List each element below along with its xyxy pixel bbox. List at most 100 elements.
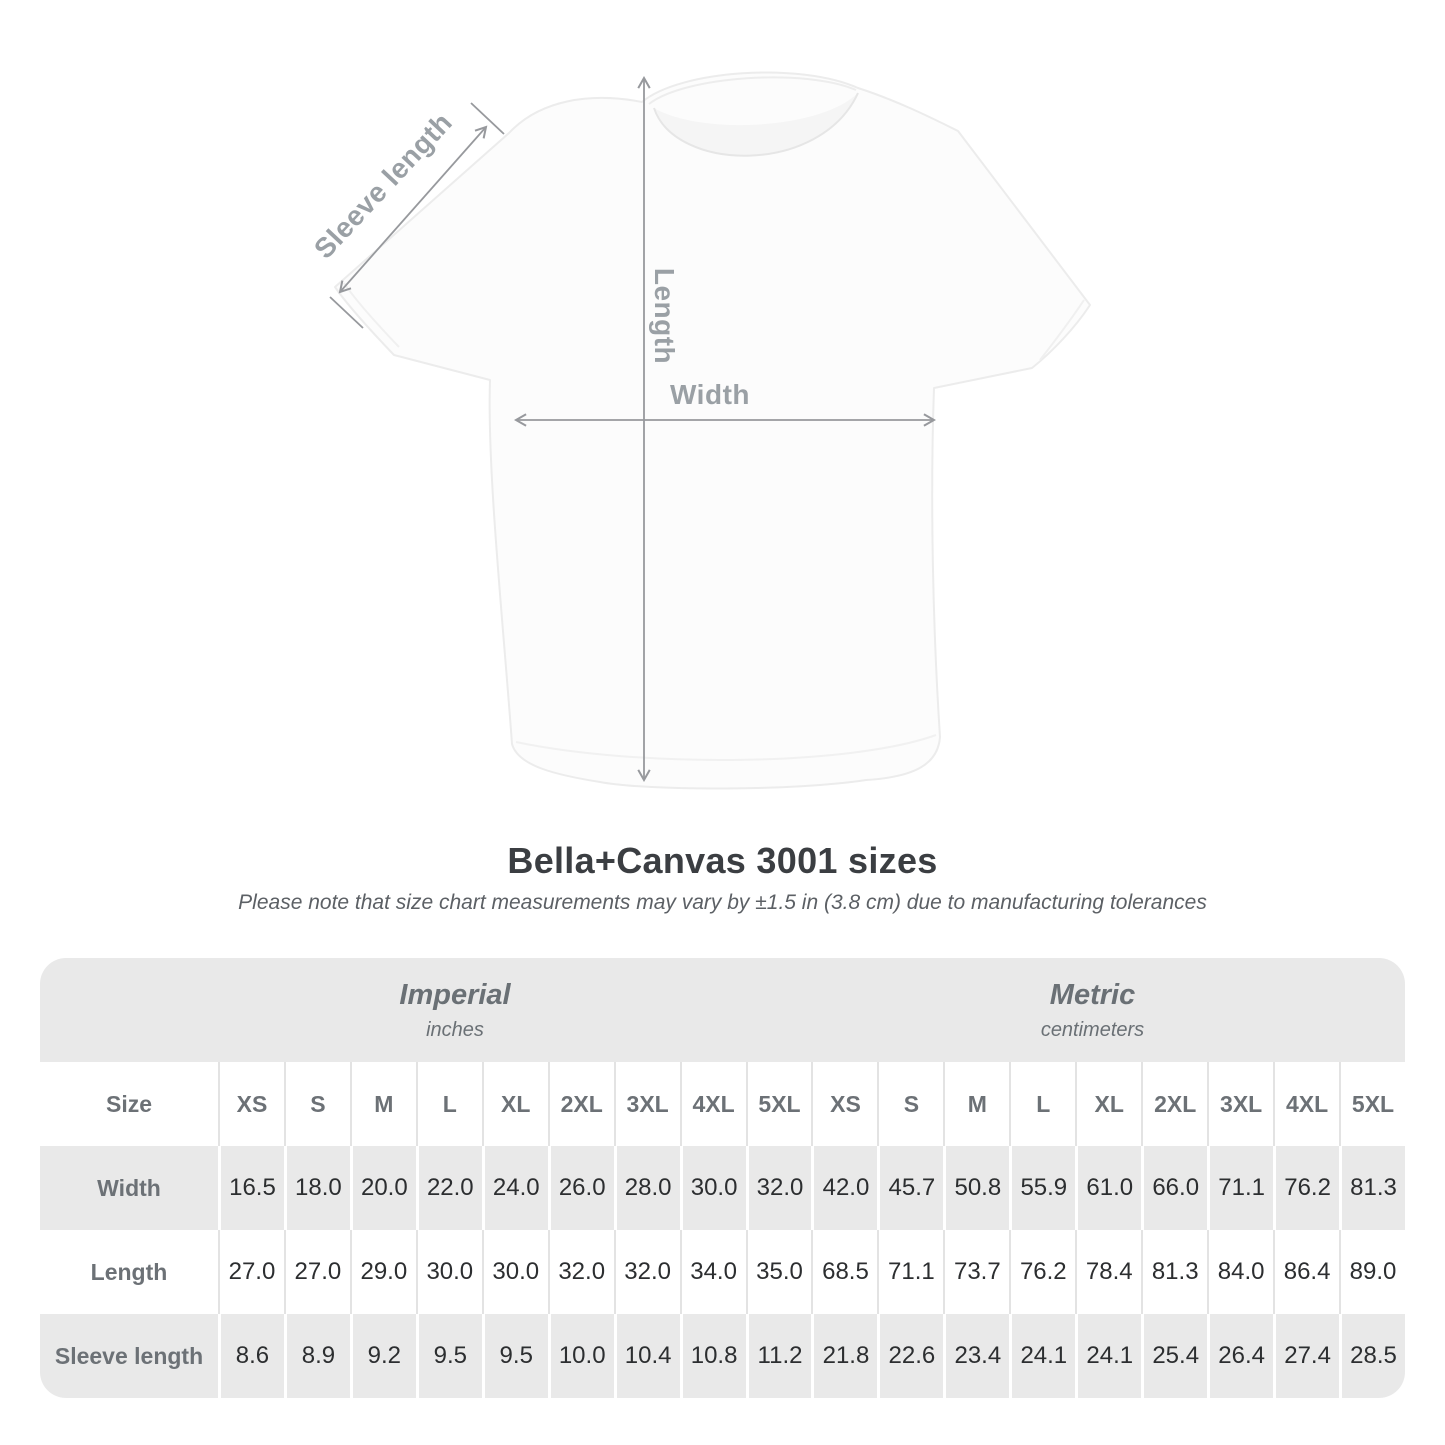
sleeve-length-metric-5xl: 28.5: [1339, 1314, 1405, 1398]
imperial-title: Imperial: [399, 978, 511, 1011]
length-metric-3xl: 84.0: [1207, 1230, 1273, 1314]
collar-rib-line: [648, 76, 857, 105]
sleeve-length-metric-4xl: 27.4: [1273, 1314, 1339, 1398]
tshirt-illustration: [334, 71, 1091, 790]
size-header-metric-xs: XS: [811, 1062, 877, 1146]
sleeve-length-metric-l: 24.1: [1009, 1314, 1075, 1398]
size-header-imperial-m: M: [349, 1062, 416, 1146]
sleeve-length-metric-m: 23.4: [943, 1314, 1009, 1398]
size-header-metric-4xl: 4XL: [1273, 1062, 1339, 1146]
width-metric-5xl: 81.3: [1339, 1146, 1405, 1230]
length-imperial-4xl: 34.0: [679, 1230, 746, 1314]
size-header-metric-3xl: 3XL: [1207, 1062, 1273, 1146]
sleeve-length-imperial-l: 9.5: [415, 1314, 482, 1398]
width-metric-3xl: 71.1: [1207, 1146, 1273, 1230]
sleeve-length-metric-2xl: 25.4: [1141, 1314, 1207, 1398]
size-header-metric-m: M: [943, 1062, 1009, 1146]
width-imperial-5xl: 32.0: [745, 1146, 812, 1230]
sleeve-arrow: [338, 125, 488, 294]
size-corner-label: Size: [105, 1090, 153, 1117]
unit-header-band: Imperial inches Metric centimeters: [40, 958, 1405, 1062]
length-imperial-2xl: 32.0: [547, 1230, 614, 1314]
page-title: Bella+Canvas 3001 sizes: [507, 840, 938, 881]
sleeve-length-imperial-xl: 9.5: [481, 1314, 548, 1398]
size-header-imperial-xs: XS: [218, 1062, 284, 1146]
length-metric-l: 76.2: [1009, 1230, 1075, 1314]
sleeve-length-imperial-xs: 8.6: [218, 1314, 284, 1398]
size-header-metric-5xl: 5XL: [1339, 1062, 1405, 1146]
size-header-imperial-xl: XL: [481, 1062, 548, 1146]
width-metric-l: 55.9: [1009, 1146, 1075, 1230]
sleeve-length-metric-xs: 21.8: [811, 1314, 877, 1398]
length-imperial-s: 27.0: [283, 1230, 350, 1314]
width-imperial-m: 20.0: [349, 1146, 416, 1230]
length-metric-xs: 68.5: [811, 1230, 877, 1314]
width-imperial-l: 22.0: [415, 1146, 482, 1230]
size-header-imperial-l: L: [415, 1062, 482, 1146]
sleeve-length-metric-s: 22.6: [877, 1314, 943, 1398]
row-label-width: Width: [97, 1174, 161, 1201]
width-imperial-xs: 16.5: [218, 1146, 284, 1230]
measurement-rows: Width 16.5 18.0 20.0 22.0 24.0 26.0 28.0 30.0 32.…: [40, 1146, 1405, 1398]
size-header-row: Size XS S M L XL 2XL 3XL 4XL 5XL XS S M L XL 2XL 3XL 4XL 5…: [40, 1062, 1405, 1146]
width-metric-xs: 42.0: [811, 1146, 877, 1230]
imperial-header: Imperial inches: [40, 958, 810, 1062]
length-imperial-xl: 30.0: [481, 1230, 548, 1314]
width-metric-m: 50.8: [943, 1146, 1009, 1230]
collar-inner-rim: [653, 92, 859, 157]
width-imperial-4xl: 30.0: [679, 1146, 746, 1230]
size-header-metric-l: L: [1009, 1062, 1075, 1146]
metric-header: Metric centimeters: [810, 958, 1405, 1062]
width-imperial-3xl: 28.0: [613, 1146, 680, 1230]
size-header-imperial-3xl: 3XL: [613, 1062, 680, 1146]
size-header-imperial-5xl: 5XL: [745, 1062, 812, 1146]
length-metric-m: 73.7: [943, 1230, 1009, 1314]
length-imperial-3xl: 32.0: [613, 1230, 680, 1314]
row-label-length: Length: [90, 1258, 168, 1285]
size-table: Imperial inches Metric centimeters Size X…: [40, 958, 1405, 1398]
size-header-metric-xl: XL: [1075, 1062, 1141, 1146]
width-imperial-s: 18.0: [283, 1146, 350, 1230]
right-sleeve-hem: [1039, 299, 1085, 361]
sleeve-arrow-tick-top: [470, 102, 505, 135]
length-metric-5xl: 89.0: [1339, 1230, 1405, 1314]
tshirt-body: [334, 71, 1091, 790]
sleeve-length-imperial-3xl: 10.4: [613, 1314, 680, 1398]
row-label-sleeve-length: Sleeve length: [54, 1342, 204, 1369]
collar-opening: [654, 93, 858, 156]
width-metric-4xl: 76.2: [1273, 1146, 1339, 1230]
width-metric-xl: 61.0: [1075, 1146, 1141, 1230]
metric-title: Metric: [1049, 978, 1136, 1011]
length-metric-xl: 78.4: [1075, 1230, 1141, 1314]
length-imperial-xs: 27.0: [218, 1230, 284, 1314]
width-metric-2xl: 66.0: [1141, 1146, 1207, 1230]
length-imperial-5xl: 35.0: [745, 1230, 812, 1314]
width-imperial-xl: 24.0: [481, 1146, 548, 1230]
sleeve-length-metric-xl: 24.1: [1075, 1314, 1141, 1398]
metric-unit: centimeters: [1040, 1018, 1145, 1041]
imperial-unit: inches: [426, 1018, 484, 1041]
sleeve-length-imperial-s: 8.9: [283, 1314, 350, 1398]
sleeve-length-metric-3xl: 26.4: [1207, 1314, 1273, 1398]
dimension-arrows: [329, 75, 937, 783]
sleeve-length-imperial-m: 9.2: [349, 1314, 416, 1398]
width-label: Width: [670, 379, 750, 410]
bottom-hem-stitch: [515, 734, 937, 761]
measurement-row-length: Length 27.0 27.0 29.0 30.0 30.0 32.0 32.0 34.0 35…: [40, 1230, 1405, 1314]
length-imperial-l: 30.0: [415, 1230, 482, 1314]
size-header-metric-2xl: 2XL: [1141, 1062, 1207, 1146]
length-imperial-m: 29.0: [349, 1230, 416, 1314]
size-header-imperial-s: S: [283, 1062, 350, 1146]
length-metric-s: 71.1: [877, 1230, 943, 1314]
sleeve-length-imperial-2xl: 10.0: [547, 1314, 614, 1398]
sleeve-length-imperial-4xl: 10.8: [679, 1314, 746, 1398]
size-header-imperial-4xl: 4XL: [679, 1062, 746, 1146]
length-metric-4xl: 86.4: [1273, 1230, 1339, 1314]
length-label: Length: [649, 268, 680, 364]
tshirt-measurement-diagram: Sleeve length Length Width: [308, 71, 1091, 790]
tolerance-note: Please note that size chart measurements…: [238, 891, 1207, 914]
sleeve-arrow-tick-bottom: [329, 296, 364, 329]
width-imperial-2xl: 26.0: [547, 1146, 614, 1230]
measurement-row-width: Width 16.5 18.0 20.0 22.0 24.0 26.0 28.0 30.0 32.…: [40, 1146, 1405, 1230]
size-header-imperial-2xl: 2XL: [547, 1062, 614, 1146]
